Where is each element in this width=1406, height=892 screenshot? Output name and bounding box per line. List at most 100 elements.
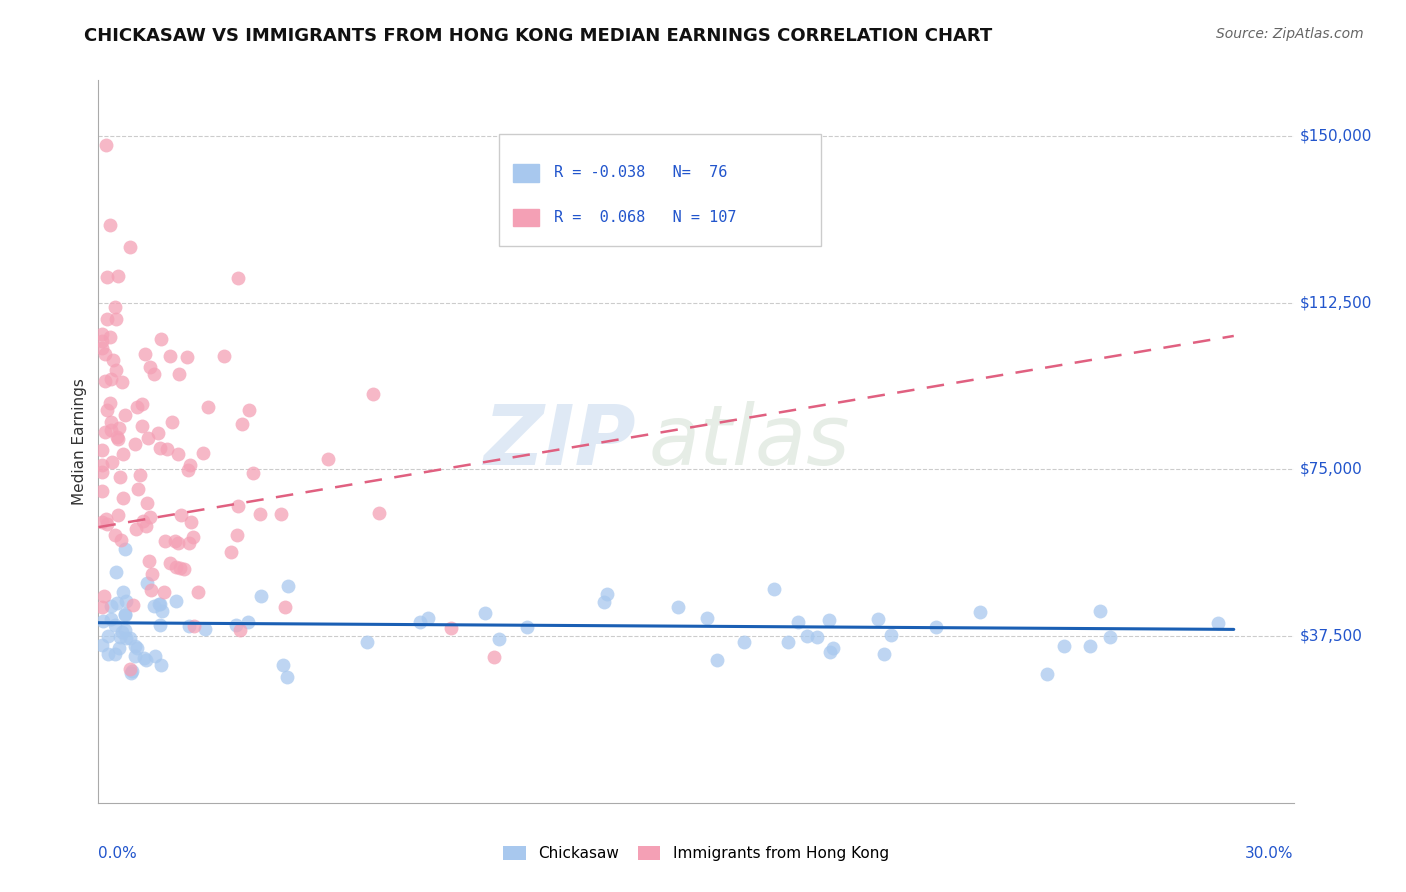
Point	[925, 619, 948, 633]
Point	[868, 612, 890, 626]
Point	[440, 621, 463, 635]
Point	[135, 653, 157, 667]
Point	[488, 632, 510, 646]
Point	[125, 401, 148, 415]
Point	[778, 635, 800, 649]
Point	[169, 560, 191, 574]
Text: $150,000: $150,000	[1299, 128, 1372, 144]
Point	[142, 599, 165, 614]
Point	[226, 500, 249, 514]
Point	[91, 334, 114, 348]
Point	[796, 628, 818, 642]
Point	[138, 359, 160, 374]
Point	[596, 587, 619, 601]
Point	[183, 619, 205, 633]
Point	[212, 349, 235, 363]
Point	[103, 353, 125, 368]
Text: $75,000: $75,000	[1299, 462, 1362, 477]
Point	[219, 545, 242, 559]
Point	[125, 640, 148, 655]
FancyBboxPatch shape	[513, 164, 540, 182]
Point	[187, 585, 209, 599]
Point	[141, 566, 163, 581]
Point	[159, 349, 181, 363]
Point	[316, 451, 339, 466]
Point	[696, 611, 718, 625]
Point	[105, 565, 128, 579]
Point	[108, 630, 131, 644]
Point	[250, 589, 273, 603]
Point	[166, 447, 188, 461]
Point	[114, 608, 136, 623]
Point	[762, 582, 785, 597]
Point	[114, 408, 136, 422]
Legend: Chickasaw, Immigrants from Hong Kong: Chickasaw, Immigrants from Hong Kong	[498, 840, 894, 867]
Point	[149, 332, 172, 346]
Point	[96, 270, 118, 285]
Point	[129, 468, 152, 483]
Point	[156, 442, 179, 457]
Point	[197, 400, 219, 414]
Point	[105, 596, 128, 610]
Point	[94, 374, 117, 388]
Point	[138, 510, 160, 524]
Text: R =  0.068   N = 107: R = 0.068 N = 107	[554, 211, 737, 225]
Point	[118, 632, 141, 646]
Text: Source: ZipAtlas.com: Source: ZipAtlas.com	[1216, 27, 1364, 41]
Point	[104, 528, 127, 542]
Point	[91, 465, 114, 479]
Point	[149, 618, 172, 632]
Point	[176, 351, 198, 365]
Point	[107, 640, 129, 655]
Point	[135, 519, 157, 533]
Point	[94, 347, 117, 361]
Point	[107, 432, 129, 446]
Point	[100, 455, 122, 469]
Point	[96, 517, 118, 532]
Point	[169, 367, 191, 381]
Point	[124, 437, 146, 451]
Text: $37,500: $37,500	[1299, 629, 1362, 643]
Point	[98, 330, 121, 344]
Point	[880, 628, 903, 642]
Point	[167, 536, 190, 550]
Point	[236, 615, 259, 630]
Point	[91, 600, 114, 615]
Point	[516, 620, 538, 634]
Point	[94, 425, 117, 440]
Text: 0.0%: 0.0%	[98, 847, 138, 861]
Point	[1078, 639, 1101, 653]
Point	[820, 644, 842, 658]
Point	[111, 491, 134, 505]
Point	[124, 639, 146, 653]
Point	[139, 583, 162, 598]
Point	[104, 311, 127, 326]
Point	[1088, 604, 1111, 618]
Point	[229, 624, 252, 638]
Point	[98, 218, 122, 232]
Point	[110, 533, 132, 547]
Point	[135, 576, 157, 591]
Point	[238, 403, 260, 417]
Point	[103, 618, 125, 632]
Point	[120, 240, 142, 254]
Text: $112,500: $112,500	[1299, 295, 1372, 310]
Point	[138, 554, 160, 568]
Point	[180, 515, 202, 529]
Point	[484, 650, 506, 665]
Point	[115, 594, 138, 608]
Point	[146, 425, 169, 440]
Point	[132, 650, 155, 665]
Point	[131, 419, 153, 434]
Point	[194, 622, 217, 636]
Point	[152, 604, 174, 618]
Point	[821, 640, 844, 655]
Point	[225, 618, 247, 632]
Point	[131, 397, 153, 411]
Point	[166, 559, 188, 574]
Text: R = -0.038   N=  76: R = -0.038 N= 76	[554, 165, 727, 180]
Point	[96, 312, 118, 326]
Point	[231, 417, 253, 431]
Point	[91, 516, 114, 530]
Point	[274, 599, 297, 614]
